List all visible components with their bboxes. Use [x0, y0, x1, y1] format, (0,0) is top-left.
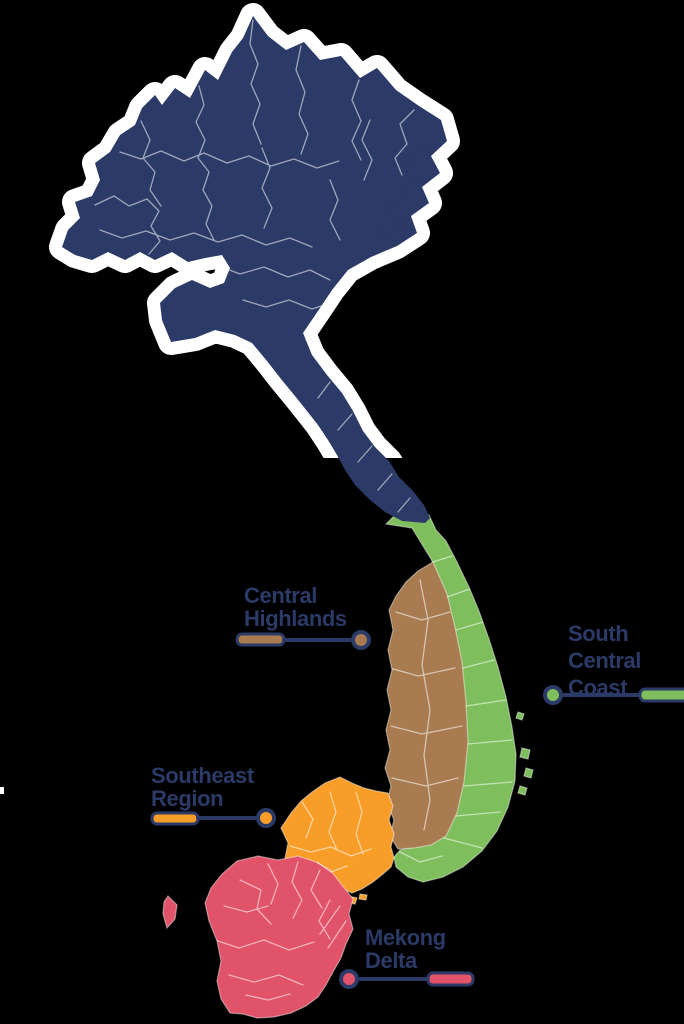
- label-line: Region: [151, 786, 224, 811]
- central-highlands-swatch: [235, 632, 286, 647]
- label-line: Central: [244, 583, 317, 608]
- central-highlands-label: Central Highlands: [244, 584, 347, 630]
- central-highlands-dot: [351, 630, 371, 650]
- southeast-region-label: Southeast Region: [151, 764, 254, 810]
- province-borders-south-central-coast: [399, 555, 513, 863]
- label-line: Delta: [365, 948, 417, 973]
- south-central-coast-dot: [543, 685, 563, 705]
- callout-graphics: [150, 630, 684, 989]
- label-line: Southeast: [151, 763, 254, 788]
- mekong-delta-label: Mekong Delta: [365, 926, 446, 972]
- province-borders-mekong-delta: [214, 861, 347, 1001]
- southeast-region-swatch: [150, 811, 200, 826]
- label-line: Coast: [568, 675, 628, 700]
- province-borders-central-highlands: [389, 579, 463, 831]
- region-mekong-delta: [162, 855, 354, 1019]
- south-central-coast-swatch: [638, 687, 684, 703]
- label-line: South: [568, 621, 629, 646]
- mekong-delta-swatch: [426, 971, 475, 987]
- province-borders-north: [94, 19, 415, 513]
- south-central-coast-label: South Central Coast: [568, 620, 641, 701]
- mekong-delta-dot: [339, 969, 359, 989]
- label-line: Highlands: [244, 606, 347, 631]
- edge-white-tick: [0, 787, 4, 794]
- label-line: Mekong: [365, 925, 446, 950]
- southeast-region-dot: [256, 808, 276, 828]
- province-borders-southeast: [289, 791, 372, 873]
- label-line: Central: [568, 648, 641, 673]
